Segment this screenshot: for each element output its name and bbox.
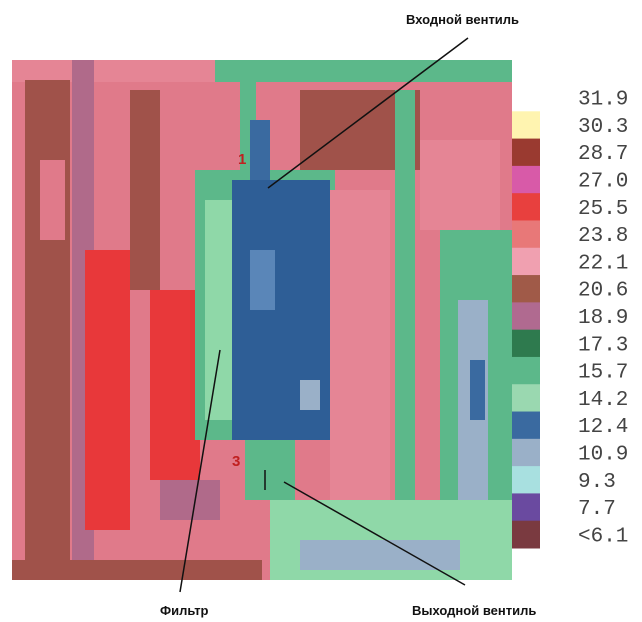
scale-swatch	[512, 84, 540, 112]
inlet-valve-label: Входной вентиль	[406, 12, 519, 27]
scale-swatch	[512, 165, 540, 194]
marker: 3	[232, 453, 240, 470]
scale-label: 22.1	[578, 252, 628, 275]
scale-swatch	[512, 193, 540, 221]
scale-label: 23.8	[578, 225, 628, 248]
scale-label: 18.9	[578, 307, 628, 330]
outlet-valve-label: Выходной вентиль	[412, 603, 536, 618]
scale-label: 14.2	[578, 389, 628, 412]
thermal-image	[12, 60, 512, 580]
scale-swatch	[512, 275, 540, 303]
scale-swatch	[512, 493, 540, 522]
scale-swatch	[512, 438, 540, 467]
scale-label: 15.7	[578, 362, 628, 385]
scale-label: <6.1	[578, 525, 628, 548]
scale-label: 9.3	[578, 471, 616, 494]
marker: 1	[238, 151, 246, 168]
scale-label: 27.0	[578, 171, 628, 194]
scale-label: 20.6	[578, 280, 628, 303]
filter-label: Фильтр	[160, 603, 209, 618]
scale-label: 31.9	[578, 89, 628, 112]
leader-lines	[179, 37, 469, 593]
scale-swatch	[512, 138, 540, 167]
scale-label: 30.3	[578, 116, 628, 139]
scale-label: 25.5	[578, 198, 628, 221]
scale-swatch	[512, 220, 540, 249]
scale-label: 28.7	[578, 143, 628, 166]
scale-label: 10.9	[578, 443, 628, 466]
scale-swatch	[512, 411, 540, 440]
scale-swatch	[512, 384, 540, 413]
scale-label: 17.3	[578, 334, 628, 357]
scale-swatch	[512, 466, 540, 494]
scale-swatch	[512, 520, 540, 549]
scale-swatch	[512, 329, 540, 358]
scale-swatch	[512, 302, 540, 331]
scale-swatch	[512, 111, 540, 140]
scale-swatch	[512, 356, 540, 385]
scale-label: 12.4	[578, 416, 628, 439]
scale-label: 7.7	[578, 498, 616, 521]
scale-swatch	[512, 247, 540, 276]
